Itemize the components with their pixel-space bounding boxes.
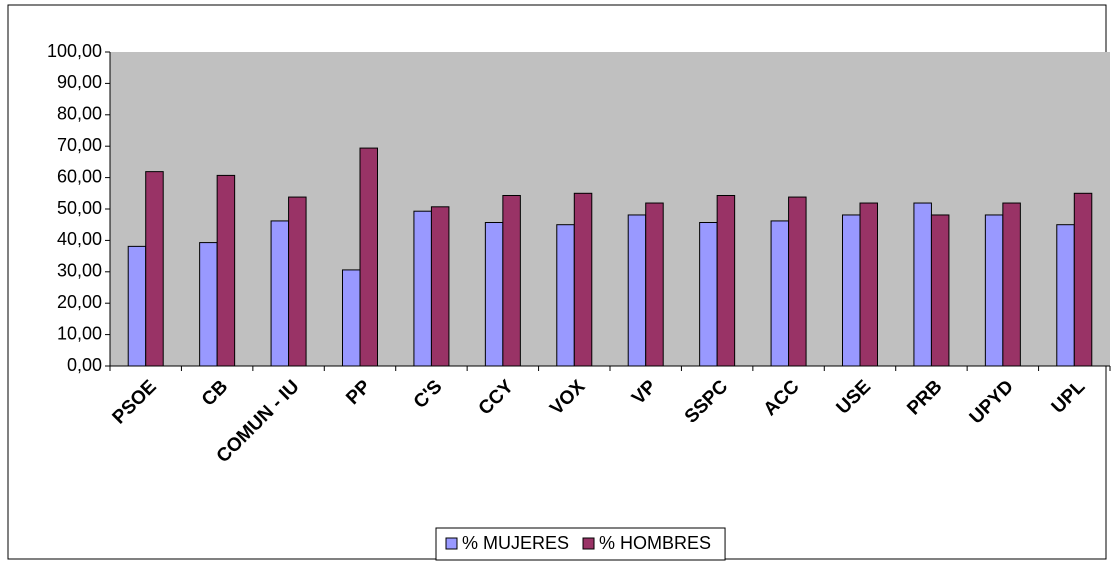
bar xyxy=(288,196,307,367)
plot-area xyxy=(110,52,1110,366)
bar xyxy=(145,171,164,367)
bar xyxy=(1056,224,1075,367)
y-tick-label: 20,00 xyxy=(57,292,102,312)
y-tick-label: 0,00 xyxy=(67,355,102,375)
bar xyxy=(556,224,575,367)
legend-label: % MUJERES xyxy=(462,533,569,553)
bar xyxy=(788,196,807,367)
legend-swatch xyxy=(582,537,595,550)
bar xyxy=(859,202,878,367)
bar xyxy=(984,214,1004,367)
legend-box xyxy=(435,527,726,561)
bar xyxy=(930,214,950,367)
bar xyxy=(1073,192,1093,367)
legend: % MUJERES % HOMBRES xyxy=(435,527,726,561)
y-tick-label: 80,00 xyxy=(57,104,102,124)
y-tick-label: 50,00 xyxy=(57,198,102,218)
bar xyxy=(573,192,593,367)
y-tick-label: 30,00 xyxy=(57,261,102,281)
bar xyxy=(699,222,718,367)
bar xyxy=(913,202,932,367)
bar xyxy=(127,245,147,367)
y-tick-label: 100,00 xyxy=(47,41,102,61)
bar xyxy=(199,242,218,367)
y-tick-label: 90,00 xyxy=(57,72,102,92)
y-tick-label: 70,00 xyxy=(57,135,102,155)
bar xyxy=(342,269,361,367)
bar xyxy=(413,210,432,367)
bar xyxy=(842,214,861,367)
bar xyxy=(216,174,236,367)
bar xyxy=(1002,202,1021,367)
y-tick-label: 60,00 xyxy=(57,166,102,186)
legend-label: % HOMBRES xyxy=(599,533,711,553)
bar xyxy=(270,220,290,367)
bar xyxy=(484,222,504,367)
y-tick-label: 10,00 xyxy=(57,323,102,343)
bar xyxy=(645,202,664,367)
bar xyxy=(502,194,521,367)
y-tick-label: 40,00 xyxy=(57,229,102,249)
legend-swatch xyxy=(445,537,458,550)
bar xyxy=(627,214,647,367)
bar xyxy=(770,220,790,367)
bar xyxy=(430,206,450,367)
bar xyxy=(716,194,736,367)
bar xyxy=(359,147,378,367)
